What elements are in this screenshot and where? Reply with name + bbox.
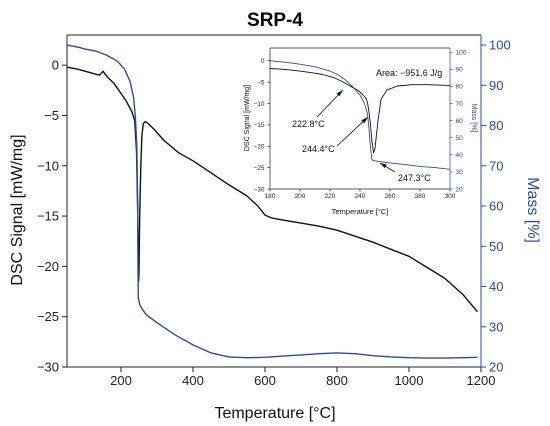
x-axis-label: Temperature [°C] bbox=[214, 405, 335, 422]
inset-x-tick-label: 260 bbox=[385, 193, 396, 200]
inset-y-tick-label-right: 70 bbox=[456, 101, 464, 108]
inset-arrow-244 bbox=[336, 116, 369, 147]
inset-x-tick-label: 180 bbox=[265, 193, 276, 200]
inset-area-annotation: Area: −951.6 J/g bbox=[376, 68, 442, 78]
main-x-tick-label: 1000 bbox=[395, 373, 424, 388]
inset-y-axis-label-right: Mass [%] bbox=[470, 104, 477, 133]
inset-y-tick-label-left: −10 bbox=[253, 101, 264, 108]
inset-y-axis-label-left: DSC Signal [mW/mg] bbox=[244, 85, 251, 151]
inset-y-tick-label-right: 100 bbox=[456, 50, 467, 57]
inset-y-tick-label-right: 20 bbox=[456, 186, 464, 193]
inset-y-tick-label-right: 90 bbox=[456, 67, 464, 74]
main-x-tick-label: 200 bbox=[110, 373, 132, 388]
main-y-tick-label-right: 80 bbox=[489, 118, 503, 133]
inset-y-tick-label-left: −30 bbox=[253, 186, 264, 193]
main-y-tick-label-left: 0 bbox=[52, 58, 59, 73]
main-y-tick-label-right: 70 bbox=[489, 158, 503, 173]
main-y-tick-label-left: −15 bbox=[37, 209, 59, 224]
inset-y-tick-label-left: −25 bbox=[253, 165, 264, 172]
main-y-tick-label-left: −10 bbox=[37, 158, 59, 173]
main-x-tick-label: 800 bbox=[326, 373, 348, 388]
main-y-tick-label-right: 20 bbox=[489, 360, 503, 375]
main-y-tick-label-right: 60 bbox=[489, 199, 503, 214]
main-y-tick-label-left: −20 bbox=[37, 259, 59, 274]
main-x-tick-label: 400 bbox=[182, 373, 204, 388]
inset-annotation-244: 244.4°C bbox=[302, 144, 335, 154]
inset-x-axis-label: Temperature [°C] bbox=[332, 207, 389, 216]
inset-y-tick-label-right: 30 bbox=[456, 169, 464, 176]
main-y-tick-label-right: 50 bbox=[489, 239, 503, 254]
inset-plot: 180 200 220 240 260 280 300 0 −5 −10 −15 −20 −25 −30 2… bbox=[253, 46, 467, 200]
main-dsc-series-line bbox=[66, 66, 478, 313]
inset-y-tick-label-right: 80 bbox=[456, 84, 464, 91]
main-y-tick-label-right: 30 bbox=[489, 319, 503, 334]
inset-y-tick-label-right: 50 bbox=[456, 135, 464, 142]
main-y-tick-label-right: 100 bbox=[489, 38, 511, 53]
inset-arrowhead-222 bbox=[336, 90, 343, 97]
inset-mass-series-line bbox=[269, 60, 451, 170]
main-y-tick-label-left: −30 bbox=[37, 360, 59, 375]
inset-x-tick-label: 300 bbox=[445, 193, 456, 200]
inset-y-tick-label-left: 0 bbox=[261, 58, 265, 65]
main-y-tick-label-right: 90 bbox=[489, 78, 503, 93]
y-axis-label-right: Mass [%] bbox=[524, 177, 541, 243]
main-y-tick-label-right: 40 bbox=[489, 279, 503, 294]
inset-x-tick-label: 240 bbox=[355, 193, 366, 200]
inset-arrowhead-247 bbox=[380, 163, 387, 169]
inset-y-tick-label-right: 60 bbox=[456, 118, 464, 125]
chart-title: SRP-4 bbox=[247, 10, 303, 31]
inset-x-tick-label: 220 bbox=[325, 193, 336, 200]
main-mass-series-line bbox=[66, 44, 478, 359]
inset-annotation-222: 222.8°C bbox=[292, 119, 325, 129]
inset-y-tick-label-right: 40 bbox=[456, 152, 464, 159]
main-x-tick-label: 600 bbox=[254, 373, 276, 388]
inset-annotation-247: 247.3°C bbox=[398, 173, 431, 183]
main-y-tick-label-left: −5 bbox=[44, 108, 59, 123]
main-x-tick-label: 1200 bbox=[467, 373, 496, 388]
inset-x-tick-label: 280 bbox=[415, 193, 426, 200]
y-axis-label-left: DSC Signal [mW/mg] bbox=[9, 134, 26, 285]
inset-y-tick-label-left: −15 bbox=[253, 122, 264, 129]
main-y-tick-label-left: −25 bbox=[37, 309, 59, 324]
inset-y-tick-label-left: −20 bbox=[253, 144, 264, 151]
inset-x-tick-label: 200 bbox=[295, 193, 306, 200]
inset-y-tick-label-left: −5 bbox=[257, 79, 265, 86]
inset-dsc-series-line bbox=[269, 68, 451, 154]
inset-arrowhead-244 bbox=[361, 117, 368, 124]
